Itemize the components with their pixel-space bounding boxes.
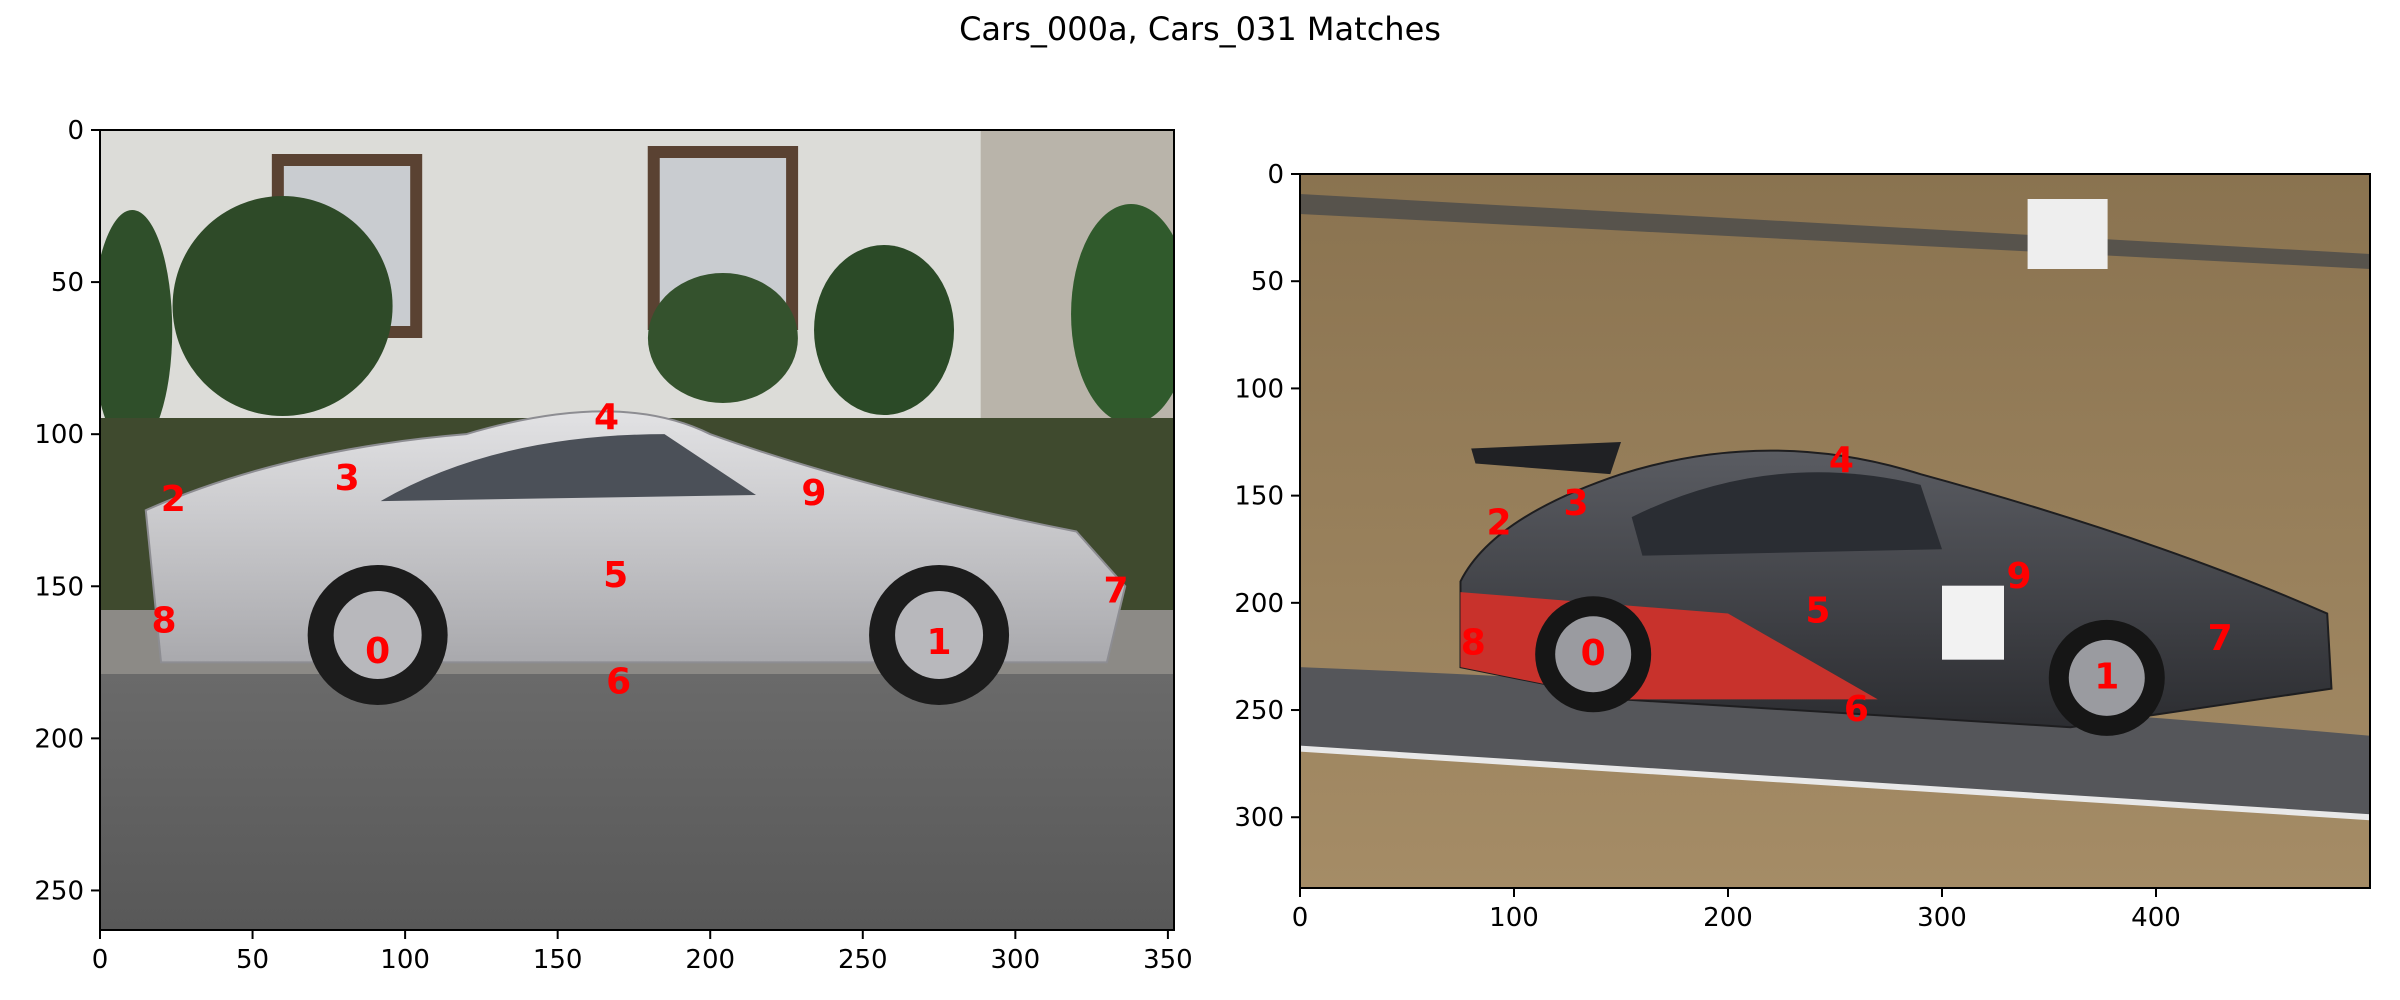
x-tick-label: 350 [1143,945,1193,975]
x-tick-label: 50 [236,945,269,975]
keypoint-label-8: 8 [1461,622,1486,663]
panel-right: 0 100 200 300 400 0 50 100 150 200 250 300 0 1 2 3 4 5 6 7 8… [1234,160,2371,933]
y-tick-label: 100 [1234,374,1284,404]
y-tick-label: 0 [67,116,84,146]
keypoint-label-4: 4 [594,397,619,438]
y-tick-label: 250 [1234,696,1284,726]
keypoint-label-6: 6 [1844,689,1869,730]
y-tick-label: 50 [1251,267,1284,297]
y-tick-label: 150 [1234,482,1284,512]
y-tick-label: 200 [1234,589,1284,619]
keypoint-label-8: 8 [152,601,177,642]
keypoint-label-2: 2 [1486,502,1511,543]
keypoint-label-0: 0 [1581,633,1606,674]
x-tick-label: 300 [1917,903,1967,933]
keypoint-label-3: 3 [1564,483,1589,524]
keypoint-label-7: 7 [1103,570,1128,611]
x-tick-label: 300 [991,945,1041,975]
y-tick-label: 100 [34,420,84,450]
keypoint-label-3: 3 [335,458,360,499]
keypoint-label-5: 5 [1805,590,1830,631]
keypoint-label-9: 9 [801,473,826,514]
panel-left: 0 50 100 150 200 250 300 350 0 50 100 150 200 250 0 1 2 3… [34,116,1192,975]
y-tick-label: 50 [51,268,84,298]
axes-frame [1299,173,2371,889]
x-tick-label: 150 [533,945,583,975]
x-tick-label: 400 [2131,903,2181,933]
x-tick-label: 0 [92,945,109,975]
photo-left [100,130,1174,930]
figure-title: Cars_000a, Cars_031 Matches [959,10,1441,48]
y-tick-label: 200 [34,724,84,754]
keypoint-label-7: 7 [2208,618,2233,659]
y-tick-label: 0 [1267,160,1284,190]
keypoint-label-1: 1 [927,622,952,663]
x-tick-label: 250 [838,945,888,975]
y-tick-label: 250 [34,876,84,906]
keypoint-label-1: 1 [2094,657,2119,698]
keypoint-label-2: 2 [161,479,186,520]
keypoint-label-4: 4 [1829,440,1854,481]
x-tick-label: 100 [380,945,430,975]
y-tick-label: 150 [34,572,84,602]
y-tick-label: 300 [1234,803,1284,833]
axes-frame [99,129,1175,931]
keypoint-label-0: 0 [365,631,390,672]
x-tick-label: 100 [1489,903,1539,933]
keypoint-label-6: 6 [606,662,631,703]
x-tick-label: 0 [1292,903,1309,933]
x-tick-label: 200 [685,945,735,975]
keypoint-label-5: 5 [603,555,628,596]
keypoint-label-9: 9 [2007,556,2032,597]
photo-right [1300,174,2370,888]
x-tick-label: 200 [1703,903,1753,933]
